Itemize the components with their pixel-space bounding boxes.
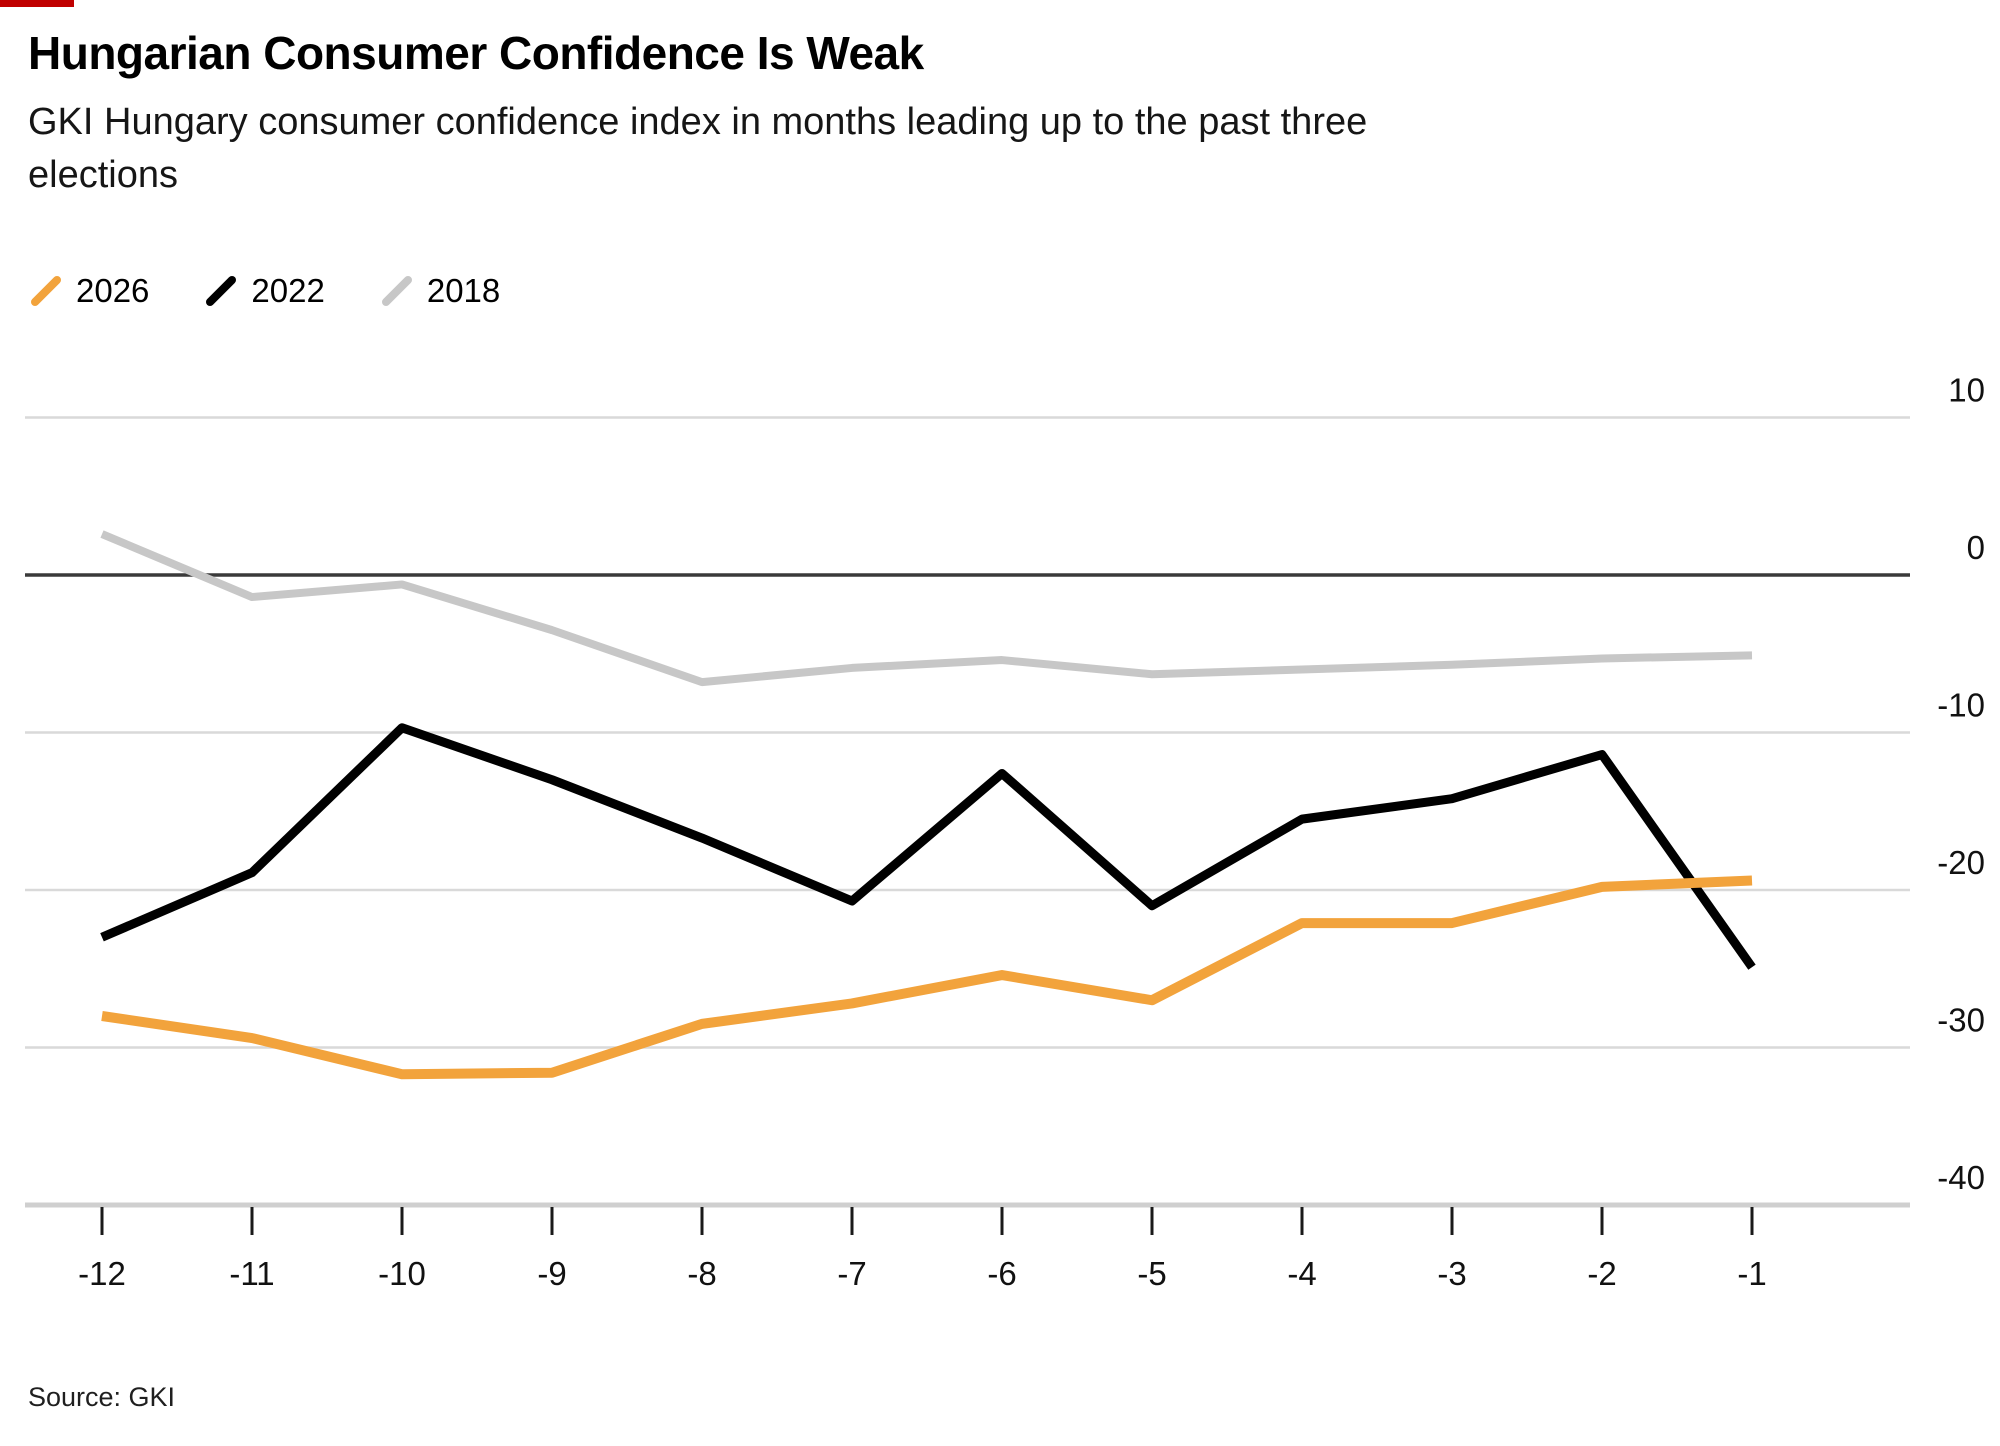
series-line-2018 xyxy=(100,530,1753,687)
x-axis-tick-label: -8 xyxy=(687,1255,716,1292)
legend-slash-stroke xyxy=(381,276,412,306)
x-axis-tick-label: -10 xyxy=(378,1255,426,1292)
y-axis-tick-label: -20 xyxy=(1937,844,1985,881)
legend-slash-icon xyxy=(206,276,237,306)
legend-item-2018: 2018 xyxy=(381,272,500,310)
legend-item-2022: 2022 xyxy=(205,272,325,310)
x-axis-tick-label: -1 xyxy=(1737,1255,1766,1292)
source-note: Source: GKI xyxy=(28,1382,176,1412)
legend-item-2026: 2026 xyxy=(30,272,149,310)
x-axis-tick-label: -3 xyxy=(1437,1255,1466,1292)
legend-slash-stroke xyxy=(206,276,237,306)
y-axis-tick-label: -40 xyxy=(1937,1159,1985,1196)
x-axis-tick-label: -12 xyxy=(78,1255,126,1292)
chart-subtitle: GKI Hungary consumer confidence index in… xyxy=(28,101,1368,196)
legend-label: 2022 xyxy=(251,272,325,309)
legend-label: 2018 xyxy=(426,272,501,309)
legend-label: 2026 xyxy=(76,272,150,309)
legend: 2026 2022 2018 xyxy=(30,272,500,310)
x-axis-tick-label: -11 xyxy=(229,1255,274,1292)
series-line-2022 xyxy=(100,723,1756,970)
legend-slash-icon xyxy=(31,276,61,306)
legend-slash-icon xyxy=(381,276,412,306)
top-left-red-mark xyxy=(0,0,74,7)
x-axis-tick-label: -9 xyxy=(537,1255,566,1292)
x-axis-tick-label: -2 xyxy=(1587,1255,1616,1292)
x-axis-tick-label: -6 xyxy=(987,1255,1016,1292)
y-axis-tick-label: -30 xyxy=(1937,1002,1985,1039)
x-axis-tick-label: -4 xyxy=(1287,1255,1316,1292)
legend-slash-stroke xyxy=(31,276,61,306)
x-axis-tick-label: -7 xyxy=(837,1255,866,1292)
x-axis-tick-label: -5 xyxy=(1137,1255,1166,1292)
series-line-2026 xyxy=(101,875,1753,1080)
y-axis-tick-label: 0 xyxy=(1967,529,1985,566)
y-axis-tick-label: -10 xyxy=(1937,687,1985,724)
chart-title: Hungarian Consumer Confidence Is Weak xyxy=(28,27,924,79)
y-axis-tick-label: 10 xyxy=(1948,372,1985,409)
